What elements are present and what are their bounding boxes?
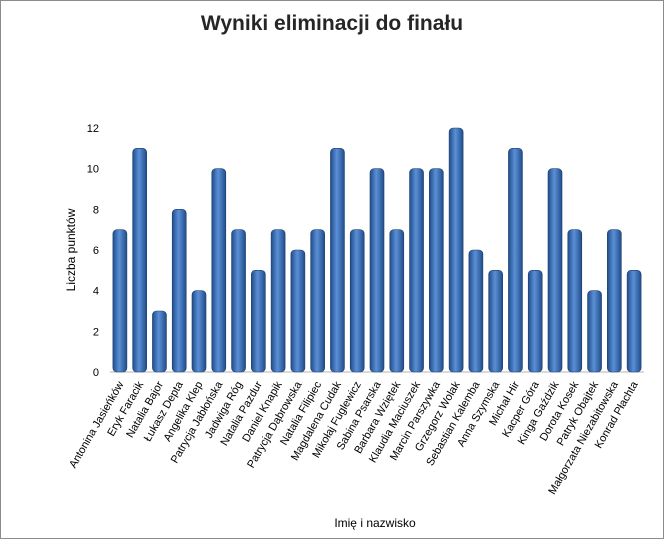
y-tick-label: 0 bbox=[93, 367, 99, 379]
bar bbox=[251, 270, 266, 373]
y-tick-label: 2 bbox=[93, 326, 99, 338]
bar bbox=[191, 290, 207, 373]
bar bbox=[626, 270, 642, 373]
bar bbox=[270, 229, 286, 373]
y-tick-label: 6 bbox=[93, 245, 99, 257]
bar bbox=[290, 249, 306, 373]
bar bbox=[409, 168, 424, 373]
bar bbox=[429, 168, 444, 373]
bar bbox=[508, 148, 523, 373]
bar bbox=[527, 270, 543, 373]
x-axis-title: Imię i nazwisko bbox=[334, 516, 416, 530]
bar bbox=[171, 209, 187, 373]
y-tick-label: 4 bbox=[93, 286, 99, 298]
bar bbox=[310, 229, 325, 373]
bar bbox=[547, 168, 563, 373]
bar bbox=[468, 249, 484, 373]
bar bbox=[389, 229, 405, 373]
bar bbox=[349, 229, 365, 373]
bar bbox=[607, 229, 622, 373]
bar bbox=[231, 229, 246, 373]
bar bbox=[369, 168, 385, 373]
bar bbox=[567, 229, 583, 373]
bar bbox=[211, 168, 227, 373]
y-axis-title: Liczba punktów bbox=[64, 208, 78, 291]
bar bbox=[112, 229, 128, 373]
y-tick-label: 10 bbox=[87, 164, 99, 176]
y-tick-label: 12 bbox=[87, 123, 99, 135]
bar bbox=[488, 270, 503, 373]
bar bbox=[448, 127, 464, 373]
bar bbox=[132, 148, 147, 373]
y-tick-label: 8 bbox=[93, 204, 99, 216]
bar bbox=[587, 290, 602, 373]
chart-title: Wyniki eliminacji do finału bbox=[200, 12, 464, 35]
bar bbox=[330, 148, 345, 373]
bar bbox=[152, 310, 167, 373]
